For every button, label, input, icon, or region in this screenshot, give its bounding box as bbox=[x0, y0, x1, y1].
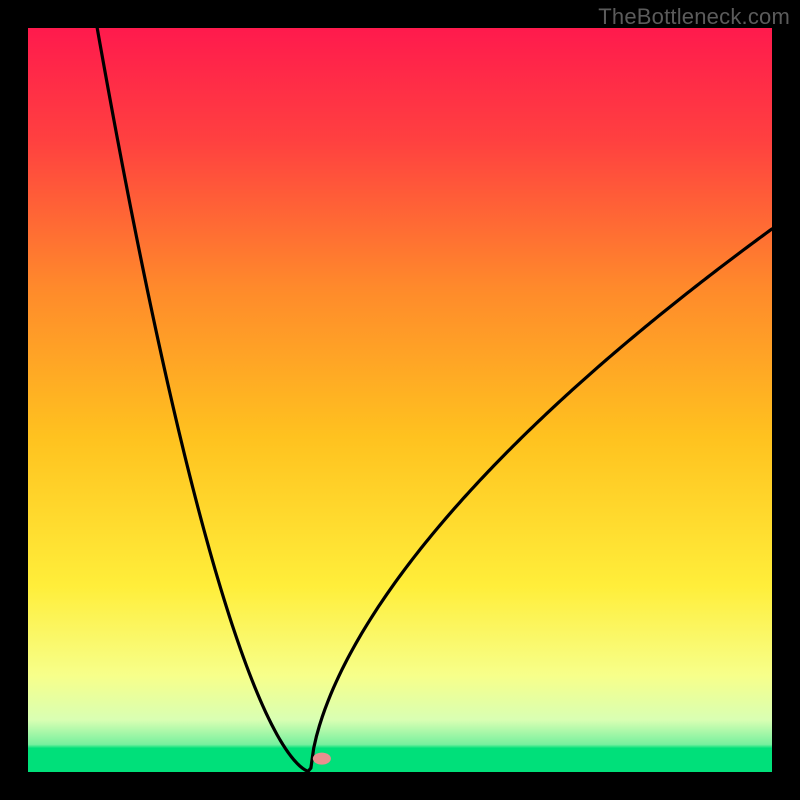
chart-container: TheBottleneck.com bbox=[0, 0, 800, 800]
optimal-marker bbox=[313, 753, 331, 765]
watermark-text: TheBottleneck.com bbox=[598, 4, 790, 30]
plot-background bbox=[28, 28, 772, 772]
bottleneck-chart bbox=[0, 0, 800, 800]
